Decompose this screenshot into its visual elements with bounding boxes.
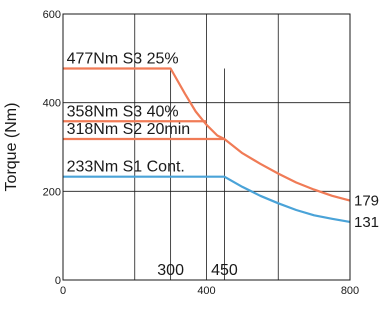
y-axis-label: Torque (Nm) xyxy=(3,103,20,192)
reference-lines xyxy=(63,120,225,141)
grid-lines xyxy=(63,14,350,280)
level-annotation: 477Nm S3 25% xyxy=(67,51,179,68)
series-line-2 xyxy=(63,175,351,223)
level-annotation: 318Nm S2 20min xyxy=(67,121,191,138)
series-line-1 xyxy=(63,67,351,202)
end-value-label: 179 xyxy=(354,193,379,210)
y-tick-label: 0 xyxy=(55,275,61,287)
end-value-label: 131 xyxy=(354,214,379,231)
marker-label: 450 xyxy=(211,262,238,279)
y-tick-label: 200 xyxy=(43,186,61,198)
series-lines xyxy=(63,67,351,223)
y-tick-label: 600 xyxy=(43,9,61,21)
y-tick-label: 400 xyxy=(43,98,61,110)
annotations: 477Nm S3 25% 358Nm S3 40%318Nm S2 20min 23… xyxy=(67,51,191,176)
level-annotation: 358Nm S3 40% xyxy=(67,103,179,120)
tick-labels: 0 400 800 0 200 400 600 xyxy=(43,9,360,297)
plot-frame xyxy=(62,13,351,281)
marker-label: 300 xyxy=(157,262,184,279)
x-tick-label: 0 xyxy=(60,285,66,297)
level-annotation: 233Nm S1 Cont. xyxy=(67,159,185,176)
vertical-marker-labels: 300 450 xyxy=(157,262,238,279)
x-tick-label: 400 xyxy=(197,285,215,297)
x-tick-label: 800 xyxy=(341,285,359,297)
